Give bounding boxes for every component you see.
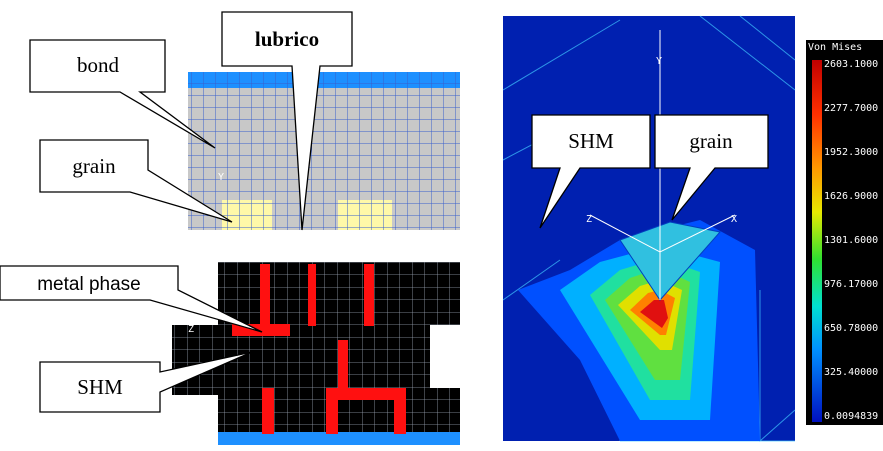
gap <box>272 230 338 262</box>
callout-text: lubrico <box>255 27 319 51</box>
callout-text: bond <box>77 53 120 77</box>
legend: Von Mises 2603.1000 2277.7000 1952.3000 162… <box>806 40 883 425</box>
axis-label: Y <box>218 172 224 183</box>
axis-label: Z <box>586 214 592 225</box>
axis-label: Y <box>656 56 662 67</box>
legend-label: 0.0094839 <box>824 411 878 422</box>
callout-text: grain <box>72 154 116 178</box>
left-mesh: Y Z <box>172 72 460 445</box>
legend-label: 1626.9000 <box>824 191 878 202</box>
legend-title: Von Mises <box>808 42 862 53</box>
legend-label: 1301.6000 <box>824 235 878 246</box>
legend-label: 325.40000 <box>824 367 878 378</box>
legend-label: 2603.1000 <box>824 59 878 70</box>
legend-label: 2277.7000 <box>824 103 878 114</box>
contour-plot: Y Z X SHM grain <box>503 16 795 441</box>
legend-label: 976.17000 <box>824 279 878 290</box>
mesh-grid <box>188 72 460 230</box>
callout-text: SHM <box>77 375 123 399</box>
callout-text: grain <box>689 129 733 153</box>
legend-label: 650.78000 <box>824 323 878 334</box>
callout-box <box>30 40 215 148</box>
axis-label: Z <box>188 324 194 335</box>
callout-text: metal phase <box>37 274 141 295</box>
legend-label: 1952.3000 <box>824 147 878 158</box>
callout-text: SHM <box>568 129 614 153</box>
axis-label: X <box>731 214 737 225</box>
figure: Y Z bond lubrico grain metal phase SHM Y… <box>0 0 883 451</box>
color-bar <box>812 60 822 422</box>
bottom-strip <box>218 432 460 445</box>
